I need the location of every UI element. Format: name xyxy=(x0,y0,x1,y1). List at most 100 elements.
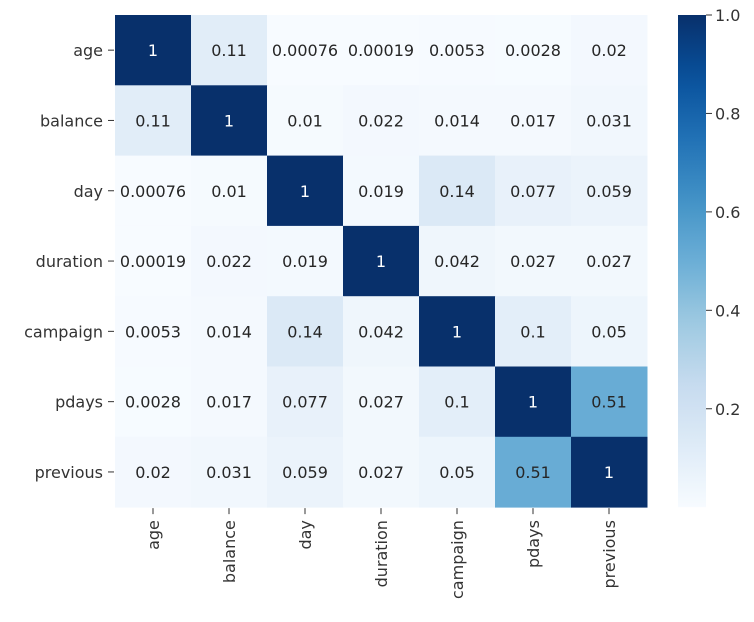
x-tick-label-age: age xyxy=(144,520,163,550)
heatmap-cell-balance-duration xyxy=(343,85,420,157)
y-tick-label-age: age xyxy=(73,41,103,60)
cell-value-label: 0.11 xyxy=(211,41,247,60)
cell-value-label: 0.0053 xyxy=(429,41,485,60)
heatmap-cell-campaign-duration xyxy=(343,296,420,367)
x-axis: age balance day duration campaign pdays previo… xyxy=(144,508,619,599)
cell-value-label: 0.022 xyxy=(358,111,404,130)
heatmap-cell-pdays-duration xyxy=(343,366,420,438)
cell-value-label: 0.01 xyxy=(211,182,247,201)
cell-value-label: 1 xyxy=(452,322,462,341)
heatmap-cell-previous-day xyxy=(267,436,344,508)
x-tick-label-duration: duration xyxy=(372,520,391,587)
cell-value-label: 0.14 xyxy=(287,322,323,341)
heatmap-cell-pdays-age xyxy=(115,366,192,438)
heatmap-cell-pdays-pdays xyxy=(495,366,572,438)
colorbar: 0.2 0.4 0.6 0.8 1.0 xyxy=(678,6,740,508)
cell-value-label: 0.019 xyxy=(282,252,328,271)
heatmap-cell-age-day xyxy=(267,15,344,86)
y-tick-label-day: day xyxy=(74,182,103,201)
cell-value-label: 0.00076 xyxy=(272,41,338,60)
cell-value-label: 0.042 xyxy=(434,252,480,271)
cell-value-label: 1 xyxy=(604,463,614,482)
heatmap-cell-duration-previous xyxy=(571,225,648,297)
heatmap-cell-age-balance xyxy=(191,15,268,86)
cell-value-label: 0.0028 xyxy=(125,393,181,412)
cell-value-label: 0.1 xyxy=(444,393,469,412)
heatmap-cells xyxy=(115,15,648,508)
heatmap-cell-campaign-pdays xyxy=(495,296,572,367)
cell-value-label: 0.027 xyxy=(358,393,404,412)
heatmap-cell-day-previous xyxy=(571,155,648,227)
cell-value-label: 0.027 xyxy=(358,463,404,482)
colorbar-tick-label: 0.6 xyxy=(715,203,740,222)
y-tick-label-previous: previous xyxy=(35,463,103,482)
heatmap-cell-duration-duration xyxy=(343,225,420,297)
heatmap-cell-balance-day xyxy=(267,85,344,157)
heatmap-cell-previous-duration xyxy=(343,436,420,508)
cell-value-label: 0.031 xyxy=(206,463,252,482)
cell-value-label: 0.00019 xyxy=(348,41,414,60)
cell-value-label: 0.14 xyxy=(439,182,475,201)
y-tick-label-pdays: pdays xyxy=(55,393,103,412)
cell-value-label: 0.05 xyxy=(439,463,475,482)
x-tick-label-balance: balance xyxy=(220,520,239,583)
cell-value-label: 0.014 xyxy=(206,322,252,341)
cell-value-label: 0.027 xyxy=(586,252,632,271)
heatmap-cell-day-balance xyxy=(191,155,268,227)
cell-value-label: 0.1 xyxy=(520,322,545,341)
colorbar-tick-label: 0.4 xyxy=(715,301,740,320)
cell-value-label: 0.05 xyxy=(591,322,627,341)
cell-value-label: 0.0028 xyxy=(505,41,561,60)
y-tick-label-campaign: campaign xyxy=(24,322,103,341)
heatmap-cell-duration-balance xyxy=(191,225,268,297)
heatmap-cell-pdays-previous xyxy=(571,366,648,438)
heatmap-cell-duration-day xyxy=(267,225,344,297)
heatmap-cell-campaign-previous xyxy=(571,296,648,367)
cell-value-label: 0.019 xyxy=(358,182,404,201)
x-tick-label-campaign: campaign xyxy=(448,520,467,599)
cell-value-label: 1 xyxy=(300,182,310,201)
heatmap-cell-previous-age xyxy=(115,436,192,508)
heatmap-cell-balance-balance xyxy=(191,85,268,157)
cell-value-label: 0.059 xyxy=(586,182,632,201)
cell-value-label: 0.11 xyxy=(135,111,171,130)
heatmap-cell-balance-pdays xyxy=(495,85,572,157)
colorbar-tick-label: 0.2 xyxy=(715,400,740,419)
heatmap-cell-day-pdays xyxy=(495,155,572,227)
heatmap-cell-campaign-age xyxy=(115,296,192,367)
heatmap-cell-previous-previous xyxy=(571,436,648,508)
y-tick-label-duration: duration xyxy=(36,252,103,271)
y-tick-label-balance: balance xyxy=(40,111,103,130)
heatmap-cell-pdays-campaign xyxy=(419,366,496,438)
cell-value-label: 0.014 xyxy=(434,111,480,130)
heatmap-cell-age-duration xyxy=(343,15,420,86)
colorbar-gradient xyxy=(678,15,706,508)
heatmap-cell-pdays-day xyxy=(267,366,344,438)
cell-value-label: 1 xyxy=(376,252,386,271)
heatmap-cell-balance-age xyxy=(115,85,192,157)
cell-value-label: 0.01 xyxy=(287,111,323,130)
heatmap-cell-campaign-day xyxy=(267,296,344,367)
y-axis: age balance day duration campaign pdays previo… xyxy=(24,41,114,482)
cell-value-label: 0.00019 xyxy=(120,252,186,271)
x-tick-label-previous: previous xyxy=(600,520,619,588)
heatmap-cell-campaign-campaign xyxy=(419,296,496,367)
heatmap-cell-duration-age xyxy=(115,225,192,297)
cell-value-label: 0.059 xyxy=(282,463,328,482)
heatmap-cell-labels: 1 0.11 0.00076 0.00019 0.0053 0.0028 0.020.11 1… xyxy=(120,41,632,482)
cell-value-label: 0.077 xyxy=(510,182,556,201)
cell-value-label: 0.00076 xyxy=(120,182,186,201)
cell-value-label: 0.022 xyxy=(206,252,252,271)
cell-value-label: 0.51 xyxy=(591,393,627,412)
heatmap-cell-age-previous xyxy=(571,15,648,86)
heatmap-cell-age-campaign xyxy=(419,15,496,86)
heatmap-cell-pdays-balance xyxy=(191,366,268,438)
heatmap-cell-previous-campaign xyxy=(419,436,496,508)
colorbar-tick-label: 0.8 xyxy=(715,104,740,123)
heatmap-cell-age-age xyxy=(115,15,192,86)
heatmap-cell-duration-pdays xyxy=(495,225,572,297)
cell-value-label: 1 xyxy=(148,41,158,60)
x-tick-label-day: day xyxy=(296,520,315,549)
cell-value-label: 0.017 xyxy=(206,393,252,412)
cell-value-label: 0.02 xyxy=(591,41,627,60)
